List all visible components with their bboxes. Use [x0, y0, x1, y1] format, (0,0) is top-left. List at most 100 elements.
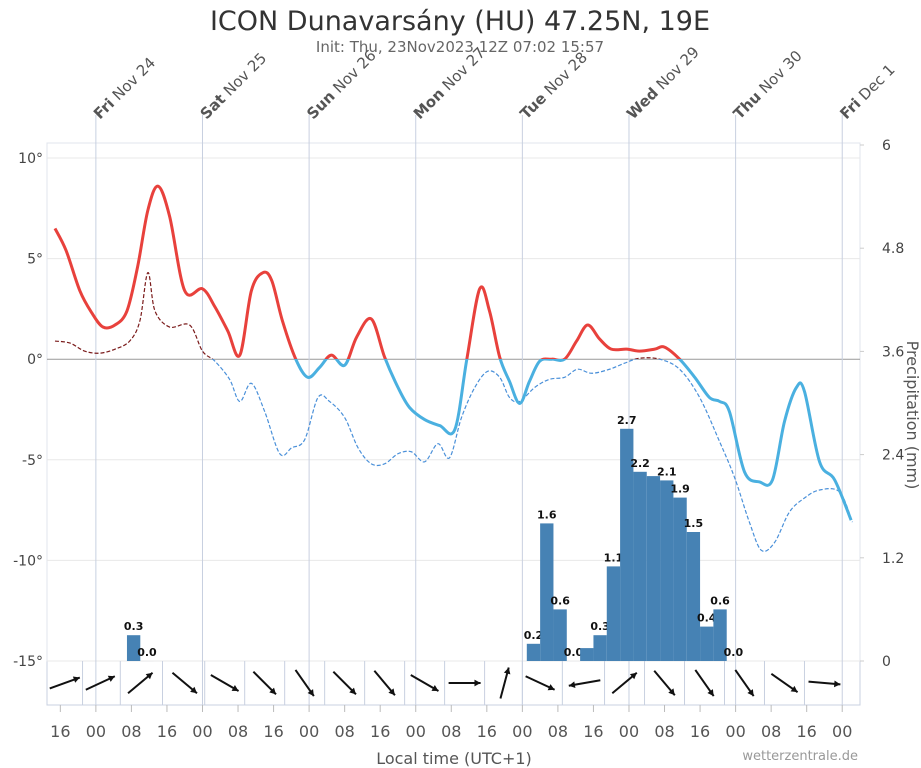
wind-arrow — [525, 675, 556, 691]
precip-bar — [646, 476, 661, 661]
y2-tick-label: 6 — [882, 138, 891, 154]
wind-head — [474, 679, 481, 687]
day-label: Sat Nov 25 — [197, 49, 271, 123]
day-label: Fri Nov 24 — [90, 54, 159, 123]
x-tick-label: 08 — [761, 722, 781, 741]
y2-tick-label: 1.2 — [882, 551, 904, 567]
wind-arrow — [171, 671, 198, 695]
wind-head — [790, 685, 798, 693]
wind-head — [269, 687, 277, 695]
precip-label: 1.5 — [684, 517, 704, 530]
day-date: Nov 30 — [755, 47, 805, 97]
source: wetterzentrale.de — [742, 749, 858, 764]
x-tick-label: 00 — [619, 722, 639, 741]
day-label: Fri Dec 1 — [836, 61, 898, 123]
x-tick-label: 08 — [121, 722, 141, 741]
dewpoint-line — [54, 272, 854, 552]
day-date: Nov 25 — [220, 49, 270, 99]
wind-arrow — [448, 679, 481, 687]
temperature-line — [53, 184, 853, 521]
day-name: Fri — [90, 95, 118, 123]
x-tick-label: 00 — [406, 722, 426, 741]
wind-arrow — [210, 674, 240, 692]
precip-label: 2.7 — [617, 414, 637, 427]
y2-tick-label: 4.8 — [882, 241, 904, 257]
day-date: Dec 1 — [855, 61, 898, 104]
x-tick-label: 16 — [797, 722, 817, 741]
y-tick-label: -10° — [13, 553, 43, 569]
wind-arrow — [332, 670, 357, 696]
precip-bar — [526, 643, 541, 661]
wind-head — [388, 688, 395, 696]
wind-head — [107, 675, 115, 682]
x-tick-label: 16 — [370, 722, 390, 741]
precip-label: 0.3 — [590, 620, 610, 633]
precip-label: 0.4 — [697, 612, 717, 625]
precip-label: 0.3 — [124, 620, 144, 633]
y2-tick-label: 0 — [882, 654, 891, 670]
day-name: Mon — [410, 85, 448, 123]
precip-bar — [593, 635, 607, 661]
precip-bar — [673, 497, 687, 661]
day-label: Thu Nov 30 — [730, 47, 806, 123]
x-tick-label: 16 — [50, 722, 70, 741]
wind-arrow — [808, 680, 841, 688]
wind-head — [307, 689, 314, 697]
wind-arrow — [499, 667, 511, 699]
precip-bar — [540, 523, 554, 661]
day-name: Fri — [836, 95, 864, 123]
precip-bar — [620, 428, 634, 661]
wind-head — [629, 672, 637, 680]
x-tick-label: 08 — [334, 722, 354, 741]
wind-head — [547, 684, 555, 691]
day-name: Sun — [303, 87, 338, 122]
precip-bar — [126, 635, 141, 661]
x-tick-label: 00 — [192, 722, 212, 741]
wind-arrow — [653, 670, 676, 696]
x-tick-label: 16 — [263, 722, 283, 741]
y-tick-label: 5° — [27, 252, 43, 268]
precip-label: 1.9 — [670, 483, 690, 496]
chart-title: ICON Dunavarsány (HU) 47.25N, 19E — [210, 6, 710, 37]
wind-arrow — [611, 671, 638, 695]
precip-bar — [580, 648, 594, 661]
wind-head — [668, 688, 675, 696]
y2-axis-label: Precipitation (mm) — [903, 341, 921, 490]
precip-bar — [686, 532, 701, 661]
precip-label: 0.0 — [724, 646, 744, 659]
x-tick-label: 08 — [548, 722, 568, 741]
y2-tick-label: 3.6 — [882, 344, 904, 360]
y-tick-label: -5° — [22, 453, 43, 469]
wind-head — [568, 681, 576, 689]
wind-arrow — [410, 674, 439, 692]
x-tick-label: 08 — [441, 722, 461, 741]
x-tick-label: 16 — [477, 722, 497, 741]
precip-bar — [553, 609, 567, 661]
wind-arrow — [770, 673, 799, 693]
precip-bar — [700, 626, 714, 661]
wind-head — [145, 672, 153, 680]
x-tick-label: 08 — [228, 722, 248, 741]
wind-arrow — [568, 679, 601, 689]
x-tick-label: 16 — [690, 722, 710, 741]
x-tick-label: 16 — [157, 722, 177, 741]
day-name: Thu — [730, 88, 765, 123]
x-tick-label: 00 — [86, 722, 106, 741]
wind-head — [72, 676, 80, 683]
wind-head — [503, 667, 511, 675]
x-tick-label: 00 — [725, 722, 745, 741]
y-tick-label: 0° — [27, 352, 43, 368]
y-tick-label: -15° — [13, 654, 43, 670]
day-name: Wed — [623, 84, 662, 123]
precip-label: 2.1 — [657, 465, 677, 478]
precip-label: 2.2 — [630, 457, 650, 470]
precip-bar — [713, 609, 727, 661]
day-label: Sun Nov 26 — [303, 46, 379, 122]
wind-arrow — [85, 675, 116, 691]
x-tick-label: 00 — [299, 722, 319, 741]
precip-bar — [606, 566, 621, 661]
precip-label: 0.6 — [710, 594, 730, 607]
precip-label: 1.6 — [537, 508, 557, 521]
wind-arrow — [694, 669, 715, 697]
